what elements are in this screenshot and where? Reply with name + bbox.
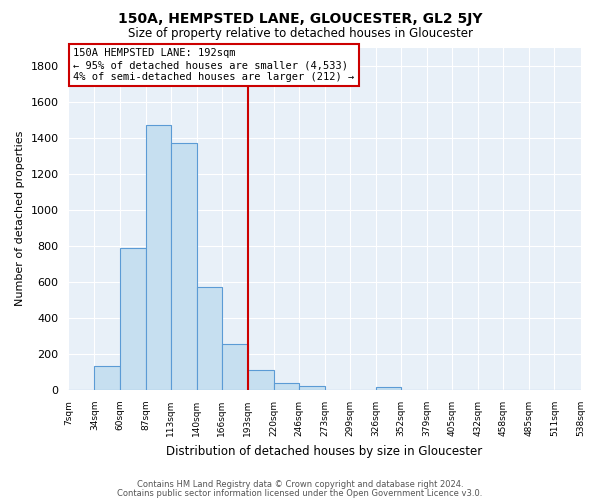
- Bar: [248, 370, 274, 390]
- Bar: [274, 383, 299, 390]
- Bar: [146, 125, 170, 390]
- Text: Size of property relative to detached houses in Gloucester: Size of property relative to detached ho…: [128, 28, 473, 40]
- Bar: [119, 248, 146, 390]
- X-axis label: Distribution of detached houses by size in Gloucester: Distribution of detached houses by size …: [166, 444, 482, 458]
- Bar: [197, 288, 222, 390]
- Bar: [170, 143, 197, 390]
- Bar: [299, 386, 325, 390]
- Text: Contains public sector information licensed under the Open Government Licence v3: Contains public sector information licen…: [118, 488, 482, 498]
- Bar: [376, 388, 401, 390]
- Y-axis label: Number of detached properties: Number of detached properties: [15, 131, 25, 306]
- Bar: [94, 366, 119, 390]
- Text: 150A HEMPSTED LANE: 192sqm
← 95% of detached houses are smaller (4,533)
4% of se: 150A HEMPSTED LANE: 192sqm ← 95% of deta…: [73, 48, 355, 82]
- Text: Contains HM Land Registry data © Crown copyright and database right 2024.: Contains HM Land Registry data © Crown c…: [137, 480, 463, 489]
- Text: 150A, HEMPSTED LANE, GLOUCESTER, GL2 5JY: 150A, HEMPSTED LANE, GLOUCESTER, GL2 5JY: [118, 12, 482, 26]
- Bar: [222, 344, 248, 390]
